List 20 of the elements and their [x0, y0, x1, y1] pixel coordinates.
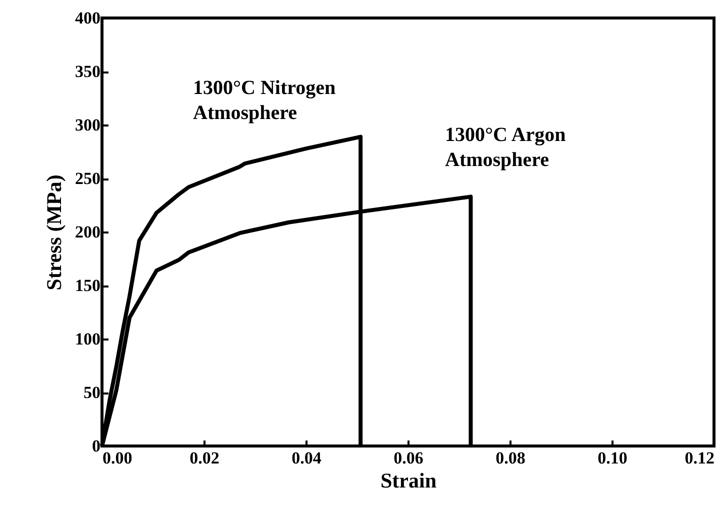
y-tick-label: 350 — [75, 62, 100, 81]
y-tick-label: 50 — [84, 383, 100, 402]
x-tick-label: 0.02 — [190, 448, 220, 468]
y-tick-label: 200 — [75, 222, 100, 242]
y-tick-label: 400 — [75, 8, 100, 28]
y-tick-label: 250 — [75, 169, 100, 188]
y-tick-label: 0 — [92, 436, 100, 456]
x-tick-label: 0.12 — [684, 448, 714, 468]
x-tick-label: 0.04 — [292, 448, 322, 468]
annotation: 1300°C Nitrogen Atmosphere — [193, 77, 336, 124]
x-axis-title: Strain — [380, 468, 437, 492]
x-tick-label: 0.00 — [102, 448, 132, 468]
annotation: 1300°C Argon Atmosphere — [445, 124, 566, 171]
x-tick-label: 0.06 — [394, 448, 424, 468]
x-tick-label: 0.10 — [598, 448, 628, 468]
x-tick-label: 0.08 — [496, 448, 526, 468]
y-axis-title: Stress (MPa) — [42, 174, 66, 290]
y-tick-label: 150 — [75, 276, 100, 295]
y-tick-label: 300 — [75, 116, 100, 134]
y-tick-label: 100 — [75, 330, 100, 348]
